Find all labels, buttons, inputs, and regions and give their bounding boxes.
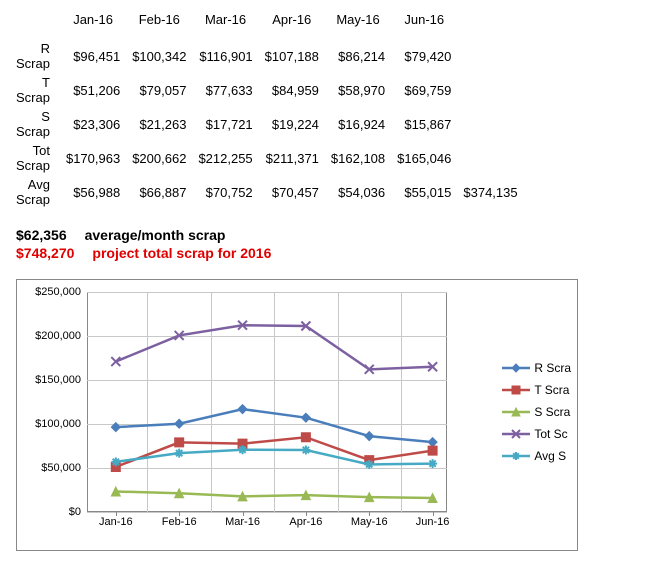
legend-item: Tot Sc xyxy=(502,426,571,442)
cell-value: $79,420 xyxy=(391,39,457,73)
chart-ytick-label: $0 xyxy=(69,506,87,518)
cell-value: $16,924 xyxy=(325,107,391,141)
legend-label: Avg S xyxy=(534,449,566,463)
row-label: SScrap xyxy=(10,107,60,141)
col-month: Jan-16 xyxy=(60,10,126,29)
cell-value: $84,959 xyxy=(259,73,325,107)
cell-value: $116,901 xyxy=(192,39,258,73)
chart-marker xyxy=(365,432,374,441)
cell-value: $170,963 xyxy=(60,141,126,175)
row-label: RScrap xyxy=(10,39,60,73)
cell-value: $15,867 xyxy=(391,107,457,141)
summary-block: $62,356 average/month scrap $748,270 pro… xyxy=(16,227,651,261)
scrap-chart: $0 $50,000 $100,000 $150,000 $200,000 $250,00… xyxy=(16,279,578,551)
legend-label: R Scra xyxy=(534,361,571,375)
chart-marker xyxy=(111,423,120,432)
chart-plot-area: $0$50,000$100,000$150,000$200,000$250,00… xyxy=(87,292,447,512)
cell-value: $23,306 xyxy=(60,107,126,141)
projected-total-label: project total scrap for 2016 xyxy=(92,245,271,261)
chart-series-line xyxy=(116,409,433,442)
chart-marker xyxy=(238,405,247,414)
cell-value: $19,224 xyxy=(259,107,325,141)
legend-item: Avg S xyxy=(502,448,571,464)
cell-value: $56,988 xyxy=(60,175,126,209)
chart-legend: R Scra T Scra S Scra Tot Sc Avg S xyxy=(502,360,571,470)
row-label: TScrap xyxy=(10,73,60,107)
chart-marker xyxy=(428,438,437,447)
cell-value: $54,036 xyxy=(325,175,391,209)
row-label: TotScrap xyxy=(10,141,60,175)
col-month: Apr-16 xyxy=(259,10,325,29)
chart-marker xyxy=(301,413,310,422)
cell-value: $200,662 xyxy=(126,141,192,175)
table-row: AvgScrap$56,988$66,887$70,752$70,457$54,… xyxy=(10,175,524,209)
cell-value: $69,759 xyxy=(391,73,457,107)
cell-value: $55,015 xyxy=(391,175,457,209)
cell-value-extra: $374,135 xyxy=(457,175,523,209)
scrap-table: Jan-16 Feb-16 Mar-16 Apr-16 May-16 Jun-1… xyxy=(10,10,524,209)
chart-series-line xyxy=(116,437,433,467)
cell-value: $162,108 xyxy=(325,141,391,175)
chart-marker xyxy=(428,446,437,455)
cell-value: $21,263 xyxy=(126,107,192,141)
legend-label: S Scra xyxy=(534,405,570,419)
col-month: Mar-16 xyxy=(192,10,258,29)
chart-ytick-label: $50,000 xyxy=(41,462,87,474)
chart-marker xyxy=(111,457,120,466)
legend-label: Tot Sc xyxy=(534,427,567,441)
legend-label: T Scra xyxy=(534,383,569,397)
table-row: TScrap$51,206$79,057$77,633$84,959$58,97… xyxy=(10,73,524,107)
chart-ytick-label: $150,000 xyxy=(35,374,87,386)
legend-item: R Scra xyxy=(502,360,571,376)
cell-value: $100,342 xyxy=(126,39,192,73)
cell-value: $17,721 xyxy=(192,107,258,141)
cell-value: $77,633 xyxy=(192,73,258,107)
chart-marker xyxy=(175,419,184,428)
col-month: Feb-16 xyxy=(126,10,192,29)
avg-month-value: $62,356 xyxy=(16,227,67,243)
table-row: SScrap$23,306$21,263$17,721$19,224$16,92… xyxy=(10,107,524,141)
legend-item: T Scra xyxy=(502,382,571,398)
cell-value: $107,188 xyxy=(259,39,325,73)
chart-ytick-label: $200,000 xyxy=(35,330,87,342)
chart-ytick-label: $250,000 xyxy=(35,286,87,298)
cell-value: $66,887 xyxy=(126,175,192,209)
chart-marker xyxy=(301,445,310,454)
col-month: May-16 xyxy=(325,10,391,29)
chart-marker xyxy=(175,438,184,447)
cell-value: $96,451 xyxy=(60,39,126,73)
cell-value: $51,206 xyxy=(60,73,126,107)
projected-total-value: $748,270 xyxy=(16,245,74,261)
chart-ytick-label: $100,000 xyxy=(35,418,87,430)
cell-value: $70,752 xyxy=(192,175,258,209)
row-label: AvgScrap xyxy=(10,175,60,209)
table-header-row: Jan-16 Feb-16 Mar-16 Apr-16 May-16 Jun-1… xyxy=(10,10,524,29)
cell-value: $58,970 xyxy=(325,73,391,107)
cell-value: $79,057 xyxy=(126,73,192,107)
chart-marker xyxy=(301,433,310,442)
table-row: TotScrap$170,963$200,662$212,255$211,371… xyxy=(10,141,524,175)
cell-value: $165,046 xyxy=(391,141,457,175)
avg-month-label: average/month scrap xyxy=(85,227,226,243)
cell-value: $86,214 xyxy=(325,39,391,73)
chart-series-line xyxy=(116,491,433,498)
chart-marker xyxy=(428,459,437,468)
cell-value: $211,371 xyxy=(259,141,325,175)
chart-series-line xyxy=(116,325,433,369)
chart-marker xyxy=(175,449,184,458)
cell-value: $212,255 xyxy=(192,141,258,175)
cell-value: $70,457 xyxy=(259,175,325,209)
table-row: RScrap$96,451$100,342$116,901$107,188$86… xyxy=(10,39,524,73)
col-month: Jun-16 xyxy=(391,10,457,29)
legend-item: S Scra xyxy=(502,404,571,420)
